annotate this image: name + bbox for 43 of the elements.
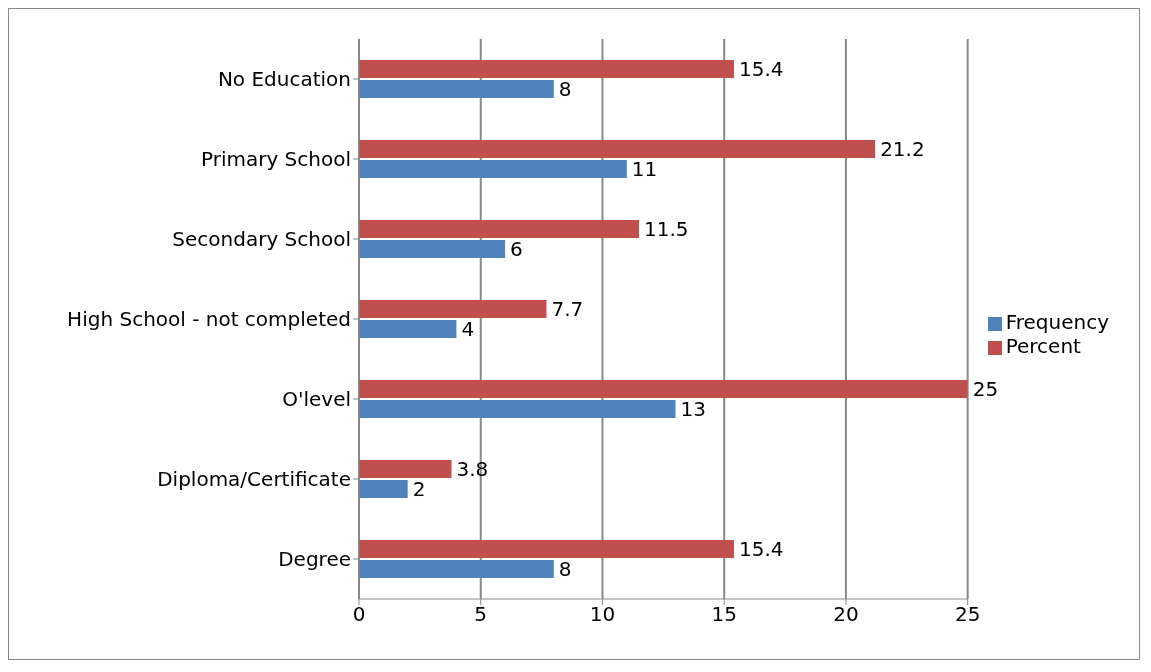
bar — [359, 460, 452, 478]
data-label: 25 — [972, 377, 999, 402]
legend-label: Frequency — [1005, 310, 1109, 334]
data-label: 3.8 — [456, 457, 489, 482]
data-label: 21.2 — [880, 137, 925, 162]
y-tick-label: O'level — [282, 387, 351, 412]
bar — [359, 240, 506, 258]
y-tick-label: Primary School — [200, 147, 351, 172]
data-label: 15.4 — [738, 57, 784, 82]
data-label: 4 — [461, 317, 475, 342]
data-label: 2 — [412, 477, 426, 502]
data-label: 6 — [510, 237, 523, 262]
bar — [359, 320, 457, 338]
x-tick-label: 10 — [589, 602, 616, 627]
bar — [359, 60, 734, 78]
bar — [359, 140, 876, 158]
y-tick-label: Secondary School — [172, 227, 351, 252]
data-label: 15.4 — [738, 537, 784, 562]
y-tick-label: Degree — [278, 547, 351, 572]
data-label: 8 — [558, 557, 572, 582]
bar — [359, 300, 547, 318]
bar — [359, 400, 676, 418]
y-tick-label: No Education — [217, 67, 351, 92]
y-tick-label: High School - not completed — [67, 307, 351, 332]
x-tick-label: 25 — [954, 602, 981, 627]
x-tick-label: 0 — [352, 602, 366, 627]
bar — [359, 220, 639, 238]
bar — [359, 540, 734, 558]
data-label: 13 — [680, 397, 706, 422]
legend-label: Percent — [1005, 334, 1081, 358]
data-label: 7.7 — [551, 297, 584, 322]
data-label: 11 — [631, 157, 658, 182]
bar — [359, 160, 627, 178]
bar — [359, 480, 408, 498]
x-tick-label: 5 — [474, 602, 488, 627]
data-label: 8 — [558, 77, 572, 102]
x-tick-label: 15 — [711, 602, 737, 627]
x-tick-label: 20 — [833, 602, 859, 627]
bar — [359, 560, 554, 578]
bar — [359, 80, 554, 98]
y-tick-label: Diploma/Certificate — [157, 467, 351, 492]
data-label: 11.5 — [643, 217, 689, 242]
bar — [359, 380, 968, 398]
